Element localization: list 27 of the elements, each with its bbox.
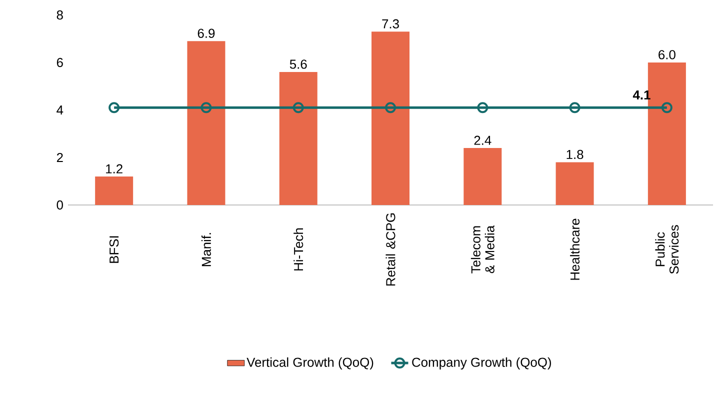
x-tick-label: Retail &CPG: [386, 213, 396, 286]
x-tick-label: Manif.: [201, 233, 211, 266]
bar: [279, 72, 318, 205]
data-label: 2.4: [474, 136, 492, 145]
x-tick-label: Public Services: [655, 225, 679, 274]
bar: [95, 176, 134, 205]
data-label: 1.8: [566, 150, 584, 160]
data-label: 6.0: [658, 50, 676, 60]
data-label: 1.2: [106, 164, 122, 174]
x-tick-label: Telecom & Media: [470, 225, 494, 274]
x-tick-label: Healthcare: [570, 218, 580, 280]
data-label: 7.3: [382, 19, 399, 28]
y-tick-label: 0: [56, 200, 63, 210]
y-tick-label: 6: [56, 58, 63, 68]
bar: [372, 32, 410, 205]
x-tick-label: Hi-Tech: [294, 228, 304, 270]
data-label: 6.9: [198, 28, 215, 38]
y-tick-label: 8: [56, 10, 63, 20]
y-tick-label: 2: [56, 152, 63, 162]
y-tick-label: 4: [56, 106, 64, 114]
bar: [556, 162, 594, 205]
bar: [464, 148, 502, 205]
data-label: 5.6: [290, 60, 307, 69]
legend-label: Vertical Growth (QoQ): [246, 357, 374, 370]
legend-label: Company Growth (QoQ): [412, 357, 551, 370]
bar: [187, 41, 226, 205]
x-tick-label: BFSI: [109, 236, 119, 263]
